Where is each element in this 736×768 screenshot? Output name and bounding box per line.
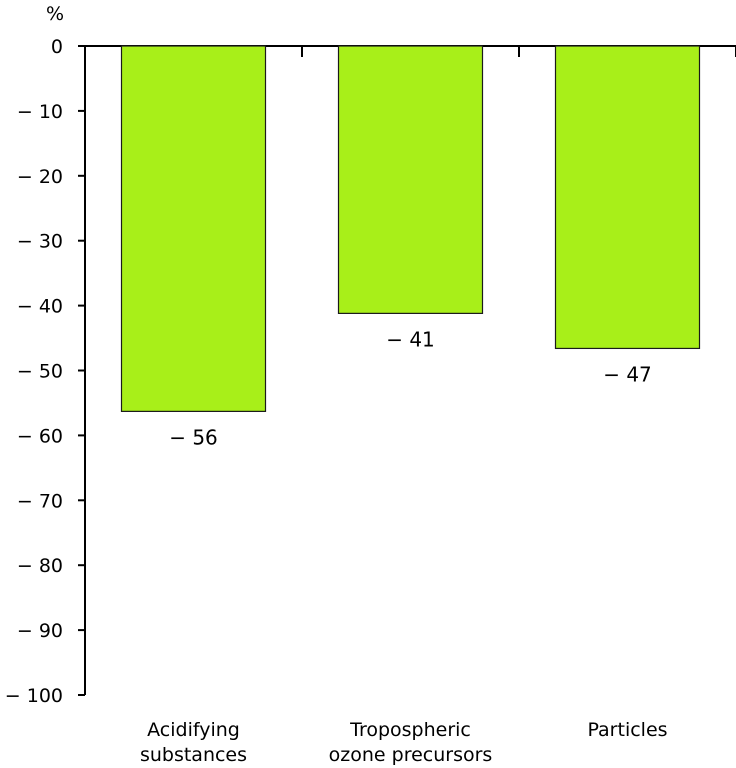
y-tick-label: − 50	[17, 361, 63, 383]
x-tick-label: substances	[140, 744, 247, 766]
y-tick-label: − 70	[17, 490, 63, 512]
data-label: − 47	[603, 362, 652, 386]
x-tick-label: Particles	[587, 719, 667, 741]
data-label: − 56	[169, 425, 218, 449]
y-tick-label: − 30	[17, 231, 63, 253]
bar	[337, 45, 484, 314]
y-unit-label: %	[46, 3, 64, 25]
bar	[120, 45, 267, 412]
bars: − 56 − 41 − 47	[120, 45, 701, 449]
x-tick-label: Acidifying	[147, 719, 240, 741]
category-labels: Acidifying substances Tropospheric ozone pr…	[140, 719, 668, 766]
x-tick-label: ozone precursors	[329, 744, 493, 766]
y-tick-label: − 40	[17, 296, 63, 318]
y-tick-label: − 100	[5, 685, 63, 707]
y-tick-label: − 10	[17, 101, 63, 123]
data-label: − 41	[386, 327, 435, 351]
y-tick-label: − 90	[17, 620, 63, 642]
y-tick-label: 0	[51, 36, 63, 58]
bar	[554, 45, 701, 350]
x-tick-label: Tropospheric	[349, 719, 471, 741]
y-tick-label: − 20	[17, 166, 63, 188]
y-tick-label: − 60	[17, 425, 63, 447]
y-tick-label: − 80	[17, 555, 63, 577]
